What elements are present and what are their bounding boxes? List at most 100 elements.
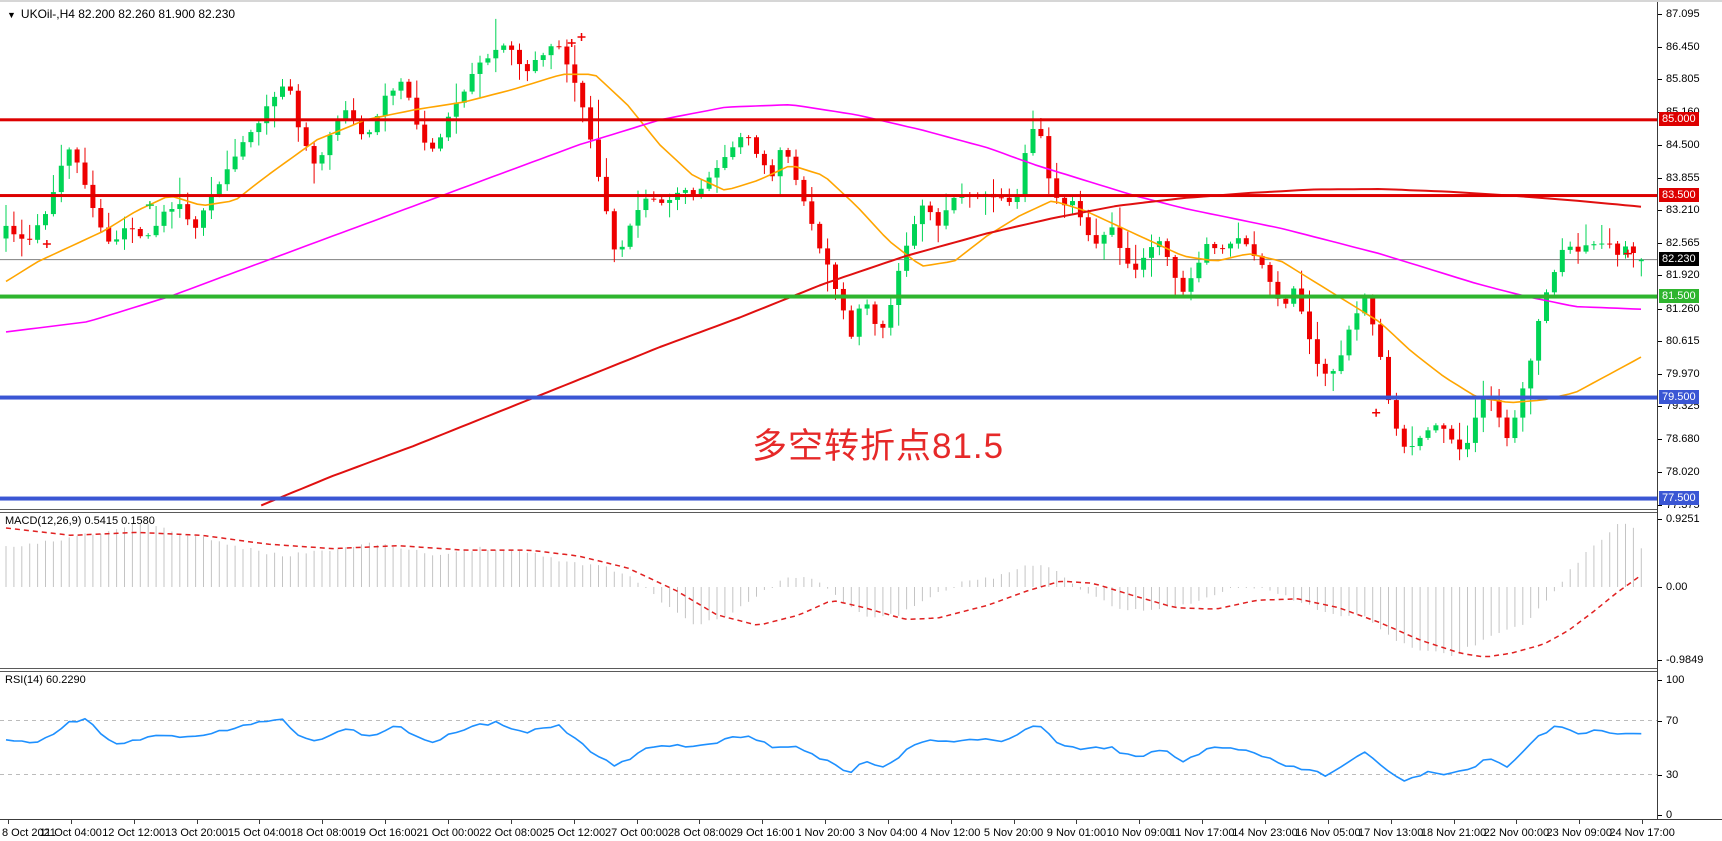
- axis-tick-label: 83.210: [1666, 204, 1700, 217]
- time-tick-label: 23 Nov 09:00: [1546, 827, 1612, 839]
- time-tick-mark: [573, 820, 575, 824]
- time-tick-mark: [636, 820, 638, 824]
- time-tick-mark: [1013, 820, 1015, 824]
- axis-tick-label: 81.920: [1666, 269, 1700, 282]
- axis-tick-label: 79.970: [1666, 367, 1700, 380]
- time-tick-label: 11 Oct 04:00: [39, 827, 102, 839]
- chart-dropdown-icon[interactable]: ▼: [7, 10, 16, 20]
- axis-tick-mark: [1658, 815, 1662, 816]
- axis-tick-label: 30: [1666, 768, 1679, 781]
- time-axis[interactable]: 8 Oct 2021 11 Oct 04:00 12 Oct 12:00 13 Oct…: [0, 819, 1722, 841]
- time-tick-label: 13 Oct 20:00: [165, 827, 229, 839]
- price-level-badge: 81.500: [1659, 288, 1699, 303]
- time-tick-label: 22 Oct 08:00: [479, 827, 543, 839]
- axis-tick-label: 80.615: [1666, 335, 1700, 348]
- axis-tick-label: 85.805: [1666, 73, 1700, 86]
- price-level-badge: 83.500: [1659, 187, 1699, 202]
- axis-tick-mark: [1658, 504, 1662, 506]
- time-tick-mark: [322, 820, 324, 824]
- chart-ohlc-header: ▼ UKOil-,H4 82.200 82.260 81.900 82.230: [7, 7, 235, 21]
- axis-tick-mark: [1658, 587, 1662, 588]
- axis-tick-label: 78.020: [1666, 466, 1700, 479]
- time-tick-mark: [196, 820, 198, 824]
- axis-tick-mark: [1658, 406, 1662, 408]
- time-tick-label: 5 Nov 20:00: [983, 827, 1044, 839]
- price-level-badge: 77.500: [1659, 490, 1699, 505]
- axis-tick-label: 84.500: [1666, 139, 1700, 152]
- time-tick-label: 1 Nov 20:00: [795, 827, 855, 839]
- time-tick-mark: [510, 820, 512, 824]
- time-tick-label: 18 Nov 21:00: [1420, 827, 1487, 839]
- time-tick-mark: [950, 820, 952, 824]
- axis-tick-mark: [1658, 518, 1662, 520]
- time-tick-label: 28 Oct 08:00: [667, 827, 731, 839]
- time-tick-mark: [385, 820, 387, 824]
- axis-tick-label: 100: [1666, 674, 1685, 686]
- axis-tick-mark: [1658, 46, 1662, 48]
- macd-indicator-label: MACD(12,26,9) 0.5415 0.1580: [5, 515, 155, 527]
- turning-point-annotation: 多空转折点81.5: [752, 427, 1005, 466]
- price-level-badge: 79.500: [1659, 389, 1699, 404]
- axis-tick-label: -0.9849: [1666, 653, 1704, 666]
- macd-indicator-canvas[interactable]: [0, 513, 1658, 668]
- main-price-chart-canvas[interactable]: [0, 2, 1658, 509]
- time-tick-label: 18 Oct 08:00: [290, 827, 354, 839]
- axis-tick-label: 87.095: [1666, 8, 1700, 20]
- axis-tick-label: 0.9251: [1666, 512, 1700, 525]
- axis-tick-label: 81.260: [1666, 302, 1700, 315]
- axis-tick-mark: [1658, 438, 1662, 440]
- axis-tick-label: 86.450: [1666, 40, 1700, 53]
- time-tick-mark: [1076, 820, 1078, 824]
- time-tick-mark: [1139, 820, 1141, 824]
- axis-tick-mark: [1658, 341, 1662, 343]
- axis-tick-mark: [1658, 79, 1662, 81]
- price-axis[interactable]: 87.09586.45085.80585.16084.50083.85583.2…: [1657, 2, 1722, 821]
- time-tick-mark: [699, 820, 701, 824]
- price-level-badge: 85.000: [1659, 111, 1699, 126]
- time-tick-mark: [1327, 820, 1329, 824]
- axis-tick-mark: [1658, 275, 1662, 277]
- time-tick-label: 15 Oct 04:00: [227, 827, 291, 839]
- time-tick-label: 21 Oct 00:00: [416, 827, 480, 839]
- axis-tick-label: 0.00: [1666, 581, 1688, 593]
- symbol-ohlc-text: UKOil-,H4 82.200 82.260 81.900 82.230: [20, 7, 236, 21]
- time-tick-mark: [1202, 820, 1204, 824]
- axis-tick-label: 78.680: [1666, 432, 1700, 445]
- rsi-indicator-canvas[interactable]: [0, 672, 1658, 819]
- time-tick-label: 25 Oct 12:00: [542, 827, 606, 839]
- time-tick-label: 8 Oct 2021: [2, 827, 56, 839]
- axis-tick-mark: [1658, 720, 1662, 722]
- pane-separator[interactable]: [0, 668, 1658, 672]
- rsi-indicator-label: RSI(14) 60.2290: [5, 674, 86, 686]
- axis-tick-mark: [1658, 308, 1662, 310]
- time-tick-label: 9 Nov 01:00: [1046, 827, 1107, 839]
- axis-tick-mark: [1658, 659, 1662, 661]
- time-tick-mark: [1265, 820, 1266, 824]
- time-tick-mark: [133, 820, 135, 824]
- time-tick-mark: [1642, 820, 1644, 824]
- axis-tick-label: 70: [1666, 714, 1679, 727]
- time-tick-mark: [825, 820, 827, 824]
- time-tick-mark: [1390, 820, 1392, 824]
- axis-tick-mark: [1658, 14, 1662, 15]
- time-tick-label: 4 Nov 12:00: [921, 827, 981, 839]
- time-tick-label: 12 Oct 12:00: [102, 827, 166, 839]
- time-tick-mark: [762, 820, 764, 824]
- axis-tick-label: 82.565: [1666, 236, 1700, 249]
- time-tick-mark: [887, 820, 889, 824]
- pane-separator[interactable]: [0, 509, 1658, 513]
- time-tick-label: 16 Nov 05:00: [1295, 827, 1361, 839]
- axis-tick-mark: [1658, 242, 1662, 244]
- time-tick-mark: [8, 820, 9, 824]
- time-tick-mark: [447, 820, 449, 824]
- time-tick-label: 10 Nov 09:00: [1106, 827, 1173, 839]
- time-tick-label: 27 Oct 00:00: [605, 827, 668, 839]
- time-tick-mark: [1453, 820, 1455, 824]
- time-tick-label: 17 Nov 13:00: [1357, 827, 1424, 839]
- price-level-badge: 82.230: [1659, 251, 1699, 266]
- time-tick-mark: [1516, 820, 1518, 824]
- time-tick-mark: [259, 820, 261, 824]
- time-tick-label: 11 Nov 17:00: [1169, 827, 1235, 839]
- axis-tick-mark: [1658, 774, 1662, 776]
